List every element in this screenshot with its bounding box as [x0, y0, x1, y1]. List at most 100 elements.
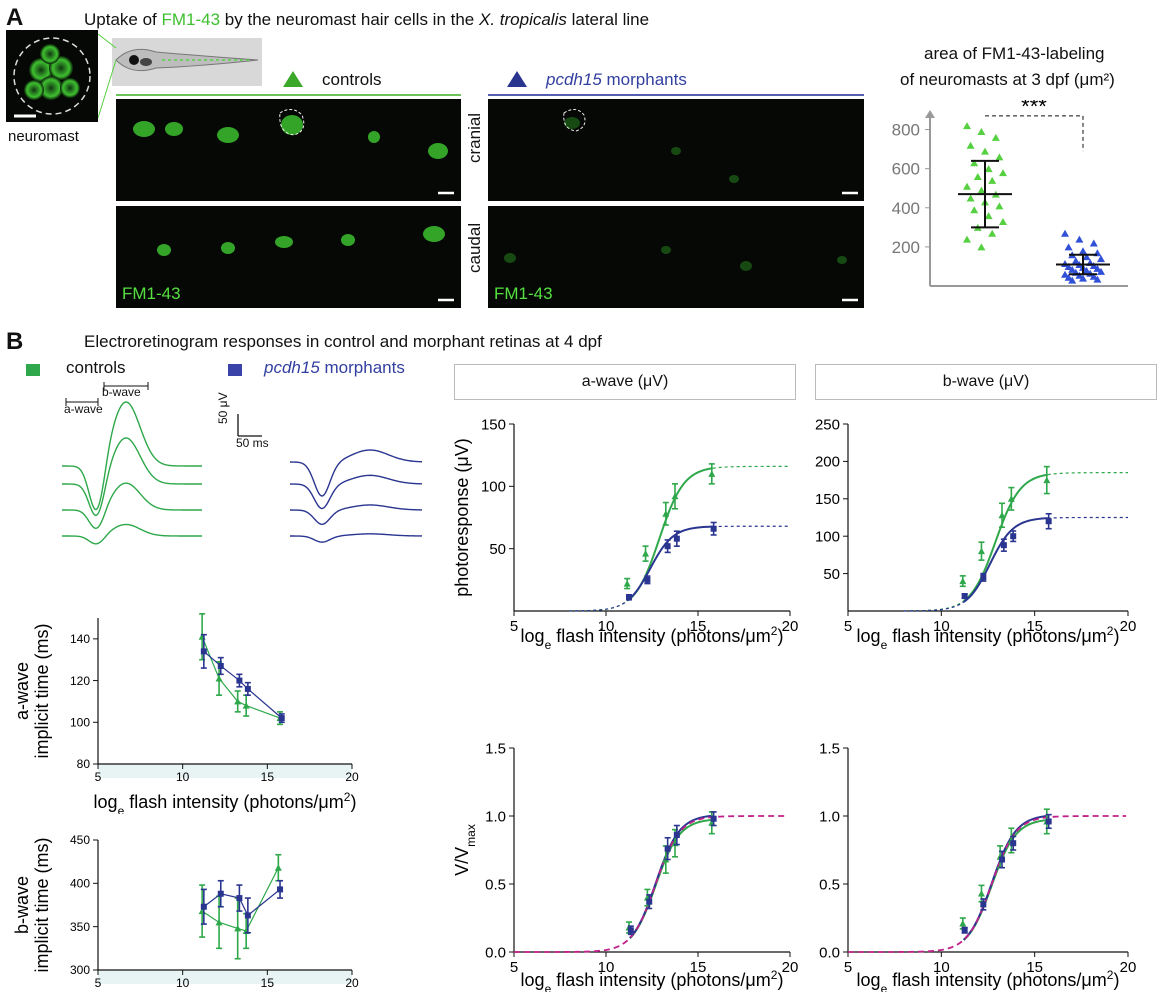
scatter-point	[1097, 267, 1105, 275]
x-label-part: )	[777, 626, 783, 646]
scatter-title-line2: of neuromasts at 3 dpf (μm²)	[900, 70, 1115, 89]
x-label-sub: e	[118, 804, 125, 814]
fit-line	[963, 517, 1048, 603]
x-tick-label: 15	[1026, 959, 1043, 976]
tadpole-svg	[115, 48, 259, 72]
data-point	[244, 912, 251, 919]
data-point	[234, 924, 242, 932]
y-tick-label: 400	[70, 877, 90, 891]
data-point	[236, 895, 243, 902]
y-label-line: b-wave	[12, 876, 32, 934]
data-point	[977, 547, 985, 555]
morphants-header-line	[488, 94, 864, 96]
x-label-part: flash intensity (photons/μm	[551, 626, 770, 646]
y-axis-label: a-waveimplicit time (ms)	[12, 624, 52, 759]
x-tick-label: 10	[176, 976, 190, 990]
scatter-point	[973, 172, 982, 180]
scatter-y-tick-label: 800	[892, 121, 920, 140]
data-point	[244, 685, 251, 692]
x-label-part: log	[857, 970, 881, 990]
scatter-point	[1097, 255, 1105, 263]
data-point	[626, 594, 632, 601]
y-tick-label: 1.0	[485, 808, 506, 825]
x-tick-label: 20	[345, 976, 359, 990]
data-point	[627, 927, 634, 934]
scatter-point	[1089, 272, 1098, 280]
x-tick-label: 5	[510, 959, 518, 976]
data-point	[200, 903, 207, 910]
morphants-triangle-icon	[507, 71, 527, 87]
x-label-part: log	[857, 626, 881, 646]
x-tick-label: 10	[176, 770, 190, 784]
fit-extrapolated	[903, 600, 965, 612]
y-label-part: V/V	[452, 847, 472, 876]
x-tick-label: 10	[933, 618, 950, 635]
x-tick-label: 5	[844, 618, 852, 635]
scatter-y-tick-label: 600	[892, 160, 920, 179]
data-point	[1043, 476, 1051, 484]
data-point	[977, 890, 985, 897]
x-tick-label: 20	[1120, 959, 1137, 976]
scatter-point	[1082, 253, 1091, 261]
morphant-erg-trace	[289, 533, 423, 543]
fit-line	[963, 473, 1048, 602]
scatter-point	[1061, 270, 1069, 278]
data-point	[999, 856, 1005, 863]
pooled-fit-line	[514, 815, 789, 953]
x-tick-label: 15	[1026, 618, 1043, 635]
control-erg-trace	[61, 437, 202, 517]
caudal-label: caudal	[465, 222, 484, 273]
x-axis-label: loge flash intensity (photons/μm2)	[857, 624, 1120, 650]
y-tick-label: 350	[70, 920, 90, 934]
control-erg-trace	[61, 401, 203, 511]
panel-b-title: Electroretinogram responses in control a…	[84, 332, 602, 351]
x-tick-label: 10	[598, 618, 615, 635]
morphants-dye-label: FM1-43	[494, 284, 553, 303]
x-tick-label: 20	[345, 770, 359, 784]
y-tick-label: 150	[481, 416, 506, 433]
control-erg-trace	[62, 523, 202, 545]
x-label-part: )	[1113, 970, 1119, 990]
scatter-point	[1089, 239, 1098, 247]
data-point	[1045, 818, 1052, 825]
title-post: lateral line	[566, 10, 650, 29]
x-label-sup: 2	[1107, 624, 1114, 638]
controls-cranial-image	[116, 99, 461, 201]
x-label-part: flash intensity (photons/μm	[887, 970, 1106, 990]
data-point	[646, 898, 653, 905]
x-tick-label: 15	[690, 959, 707, 976]
scale-uv-label: 50 μV	[216, 392, 230, 424]
data-point	[959, 577, 967, 585]
x-tick-label: 5	[95, 976, 102, 990]
scatter-point	[963, 182, 971, 190]
data-point	[1000, 542, 1007, 549]
y-tick-label: 0.0	[819, 944, 840, 961]
x-label-sub: e	[881, 638, 888, 650]
tadpole-image	[112, 38, 262, 86]
scatter-point	[995, 202, 1004, 210]
scatter-point	[1075, 235, 1084, 243]
data-point	[710, 815, 717, 822]
x-label-part: )	[1113, 626, 1119, 646]
data-point	[664, 543, 671, 550]
data-point	[278, 715, 285, 722]
y-tick-label: 100	[815, 528, 840, 545]
y-tick-label: 50	[489, 541, 506, 558]
scatter-point	[977, 243, 986, 251]
x-axis-label: loge flash intensity (photons/μm2)	[857, 968, 1120, 992]
controls-header-line	[116, 94, 461, 96]
fit-extrapolated	[712, 465, 791, 469]
legend-morphants-gene: pcdh15	[264, 358, 320, 377]
y-axis-label: photoresponse (μV)	[452, 438, 472, 596]
awave-header-text: a-wave (μV)	[581, 373, 669, 390]
y-label-sub: max	[464, 824, 478, 847]
scatter-y-arrow	[925, 110, 935, 118]
fit-line	[627, 467, 713, 602]
y-tick-label: 120	[70, 674, 90, 688]
legend-controls-swatch	[26, 364, 40, 376]
x-label-sup: 2	[1107, 968, 1114, 982]
x-tick-label: 15	[261, 770, 275, 784]
x-label-sub: e	[545, 638, 552, 650]
